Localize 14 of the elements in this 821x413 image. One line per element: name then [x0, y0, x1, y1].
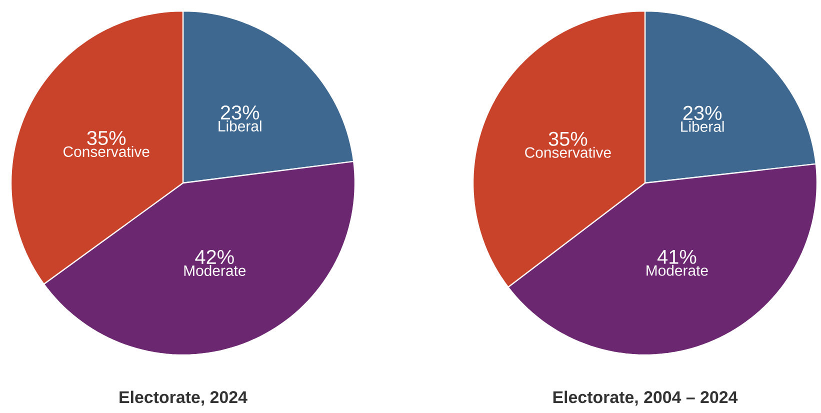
text: Electorate, 2024 — [120, 390, 248, 406]
data-label: 42% — [195, 250, 234, 264]
slice-label: Liberal — [218, 120, 262, 132]
data-label: 23% — [683, 106, 722, 120]
slice-label: Moderate — [646, 264, 708, 276]
text: Electorate, 2004 – 2024 — [553, 390, 738, 406]
data-label: 23% — [220, 105, 260, 120]
data-label: 35% — [87, 130, 126, 146]
slice-label: Moderate — [184, 264, 246, 276]
slice-label: Conservative — [64, 146, 150, 157]
slice-label: Conservative — [525, 146, 611, 158]
data-label: 35% — [548, 132, 588, 146]
data-label: 41% — [657, 250, 696, 264]
slice-label: Liberal — [681, 120, 724, 132]
